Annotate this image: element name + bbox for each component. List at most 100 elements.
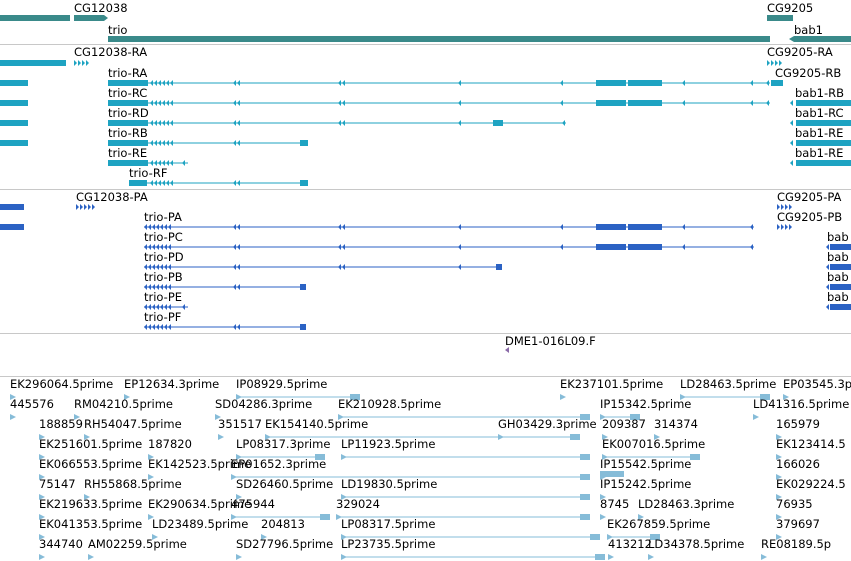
est-label[interactable]: LP11923.5prime — [341, 437, 436, 451]
est-label[interactable]: 475944 — [231, 497, 275, 511]
transcript-label-trio-rb[interactable]: trio-RB — [108, 126, 148, 140]
est-arrow — [39, 534, 45, 540]
est-label[interactable]: 204813 — [261, 517, 305, 531]
est-label[interactable]: EK267859.5prime — [607, 517, 711, 531]
est-label[interactable]: EK210928.5prime — [338, 397, 442, 411]
gene-cg12038-left-bar[interactable] — [0, 15, 70, 21]
gene-cg12038-bar[interactable] — [74, 15, 104, 21]
est-label[interactable]: 413212 — [608, 537, 652, 551]
est-label[interactable]: 187820 — [148, 437, 192, 451]
est-label[interactable]: EP03545.3p — [783, 377, 851, 391]
est-label[interactable]: LD28463.3prime — [638, 497, 735, 511]
protein-label-bab-2[interactable]: bab — [827, 250, 849, 264]
gene-cg9205-bar[interactable] — [767, 15, 793, 21]
est-label[interactable]: 209387 — [602, 417, 646, 431]
transcript-label-trio-rd[interactable]: trio-RD — [108, 106, 149, 120]
transcript-label-cg12038-ra[interactable]: CG12038-RA — [74, 45, 148, 59]
transcript-label-trio-re[interactable]: trio-RE — [108, 146, 148, 160]
est-label[interactable]: EK219633.5prime — [39, 497, 143, 511]
gene-label-bab1[interactable]: bab1 — [794, 23, 823, 37]
protein-label-trio-pc[interactable]: trio-PC — [144, 230, 183, 244]
gene-bab1-bar[interactable] — [794, 36, 851, 42]
est-label[interactable]: 188859 — [39, 417, 83, 431]
est-label[interactable]: LP23735.5prime — [341, 537, 436, 551]
est-label[interactable]: RM04210.5prime — [74, 397, 173, 411]
est-label[interactable]: 314374 — [654, 417, 698, 431]
protein-label-cg12038-pa[interactable]: CG12038-PA — [76, 190, 148, 204]
protein-label-bab-4[interactable]: bab — [827, 290, 849, 304]
est-label[interactable]: RE08189.5p — [761, 537, 832, 551]
est-label[interactable]: EK029224.5 — [776, 477, 846, 491]
strand-arrow — [777, 204, 780, 210]
transcript-label-trio-rc[interactable]: trio-RC — [108, 86, 148, 100]
est-label[interactable]: LD41316.5prime — [753, 397, 850, 411]
est-label[interactable]: 165979 — [776, 417, 820, 431]
transcript-label-cg9205-ra[interactable]: CG9205-RA — [767, 45, 833, 59]
est-label[interactable]: SD04286.3prime — [215, 397, 313, 411]
protein-label-trio-pb[interactable]: trio-PB — [144, 270, 183, 284]
gene-label-cg9205[interactable]: CG9205 — [767, 1, 814, 15]
est-label[interactable]: IP08929.5prime — [236, 377, 328, 391]
est-label[interactable]: 379697 — [776, 517, 820, 531]
transcript-label-trio-rf[interactable]: trio-RF — [129, 166, 168, 180]
transcript-label-bab1-rb[interactable]: bab1-RB — [795, 86, 844, 100]
est-label[interactable]: LD28463.5prime — [680, 377, 777, 391]
est-label[interactable]: 329024 — [336, 497, 380, 511]
est-label[interactable]: 445576 — [10, 397, 54, 411]
transcript-label-bab1-re[interactable]: bab1-RE — [795, 126, 844, 140]
est-label[interactable]: EP12634.3prime — [124, 377, 220, 391]
est-label[interactable]: EK142523.5prime — [148, 457, 252, 471]
est-label[interactable]: EK123414.5 — [776, 437, 846, 451]
gene-label-trio[interactable]: trio — [108, 23, 128, 37]
est-label[interactable]: IP15542.5prime — [600, 457, 692, 471]
strand-arrow — [767, 60, 770, 66]
est-label[interactable]: EK237101.5prime — [560, 377, 664, 391]
est-label[interactable]: EK154140.5prime — [265, 417, 369, 431]
transcript-label-trio-ra[interactable]: trio-RA — [108, 66, 148, 80]
strand-arrow — [170, 180, 173, 186]
est-label[interactable]: EK290634.5prime — [148, 497, 252, 511]
est-label[interactable]: GH03429.3prime — [498, 417, 597, 431]
protein-label-trio-pf[interactable]: trio-PF — [144, 310, 182, 324]
est-label[interactable]: AM02259.5prime — [88, 537, 187, 551]
est-label[interactable]: EK066553.5prime — [39, 457, 143, 471]
protein-label-cg9205-pa[interactable]: CG9205-PA — [777, 190, 842, 204]
est-label[interactable]: RH55868.5prime — [84, 477, 182, 491]
est-label[interactable]: LD23489.5prime — [152, 517, 249, 531]
est-label[interactable]: 8745 — [600, 497, 630, 511]
protein-label-trio-pa[interactable]: trio-PA — [144, 210, 182, 224]
est-label[interactable]: SD27796.5prime — [236, 537, 334, 551]
est-label[interactable]: 166026 — [776, 457, 820, 471]
est-label[interactable]: SD26460.5prime — [236, 477, 334, 491]
est-label[interactable]: LP08317.3prime — [236, 437, 331, 451]
protein-label-bab-1[interactable]: bab — [827, 230, 849, 244]
est-label[interactable]: LD34378.5prime — [648, 537, 745, 551]
clone-label-dme1-016l09[interactable]: DME1-016L09.F — [505, 334, 596, 348]
est-label[interactable]: RH54047.5prime — [84, 417, 182, 431]
transcript-label-cg9205-rb[interactable]: CG9205-RB — [775, 66, 842, 80]
est-label[interactable]: EK041353.5prime — [39, 517, 143, 531]
est-label[interactable]: IP15342.5prime — [600, 397, 692, 411]
est-label[interactable]: 76935 — [776, 497, 813, 511]
transcript-label-bab1-rc[interactable]: bab1-RC — [795, 106, 844, 120]
est-label[interactable]: 75147 — [39, 477, 76, 491]
est-label[interactable]: LD19830.5prime — [341, 477, 438, 491]
strand-arrow — [144, 244, 147, 250]
est-label[interactable]: LP08317.5prime — [341, 517, 436, 531]
est-label[interactable]: IP15242.5prime — [600, 477, 692, 491]
transcript-label-bab1-re-2[interactable]: bab1-RE — [795, 146, 844, 160]
est-label[interactable]: 344740 — [39, 537, 83, 551]
clone-marker[interactable] — [505, 347, 509, 353]
est-label[interactable]: 351517 — [218, 417, 262, 431]
est-label[interactable]: EK007016.5prime — [602, 437, 706, 451]
strand-arrow — [781, 204, 784, 210]
protein-label-trio-pe[interactable]: trio-PE — [144, 290, 183, 304]
gene-label-cg12038[interactable]: CG12038 — [74, 1, 128, 15]
protein-label-bab-3[interactable]: bab — [827, 270, 849, 284]
gene-trio-bar[interactable] — [108, 36, 770, 42]
est-label[interactable]: EP01652.3prime — [231, 457, 327, 471]
protein-label-cg9205-pb[interactable]: CG9205-PB — [777, 210, 843, 224]
est-label[interactable]: EK251601.5prime — [39, 437, 143, 451]
est-label[interactable]: EK296064.5prime — [10, 377, 114, 391]
protein-label-trio-pd[interactable]: trio-PD — [144, 250, 184, 264]
